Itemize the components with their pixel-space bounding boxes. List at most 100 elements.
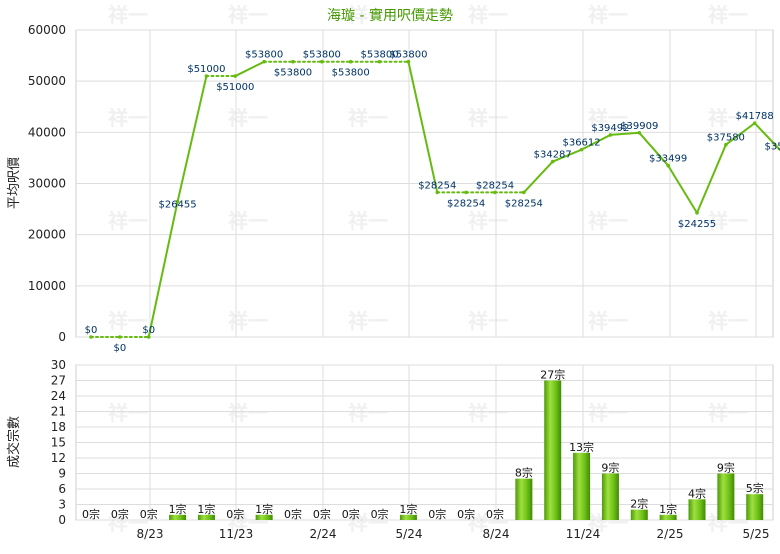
price-line-chart: 0 10000 20000 30000 40000 50000 60000 $0 $0 $0 $26… (28, 23, 780, 354)
price-point (724, 142, 728, 147)
price-point (464, 190, 468, 195)
watermark-text: 祥一 (708, 3, 748, 27)
watermark-text: 祥一 (108, 309, 148, 333)
price-point (752, 121, 757, 125)
bar-y-tick-label: 24 (51, 389, 66, 403)
x-tick-label: 5/25 (743, 527, 770, 541)
watermark-text: 祥一 (708, 401, 748, 425)
price-point (406, 59, 411, 64)
price-line-segment (234, 60, 265, 77)
watermark-text: 祥一 (348, 309, 388, 333)
line-y-tick-label: 40000 (28, 125, 66, 139)
price-point (637, 130, 642, 135)
price-point (493, 190, 497, 195)
transaction-bar (746, 494, 764, 520)
x-tick-label: 2/24 (310, 527, 337, 541)
bar-data-label: 4宗 (688, 486, 706, 500)
x-tick-label: 5/24 (396, 527, 423, 541)
transaction-bar (659, 514, 677, 520)
watermark-text: 祥一 (108, 401, 148, 425)
price-line-segment (696, 144, 727, 214)
price-data-label: $28254 (476, 180, 514, 191)
price-line-segment (176, 75, 208, 202)
transaction-bar (399, 514, 417, 520)
bar-y-tick-label: 3 (58, 498, 66, 512)
bar-data-label: 0宗 (486, 507, 504, 521)
watermark-text: 祥一 (108, 511, 148, 535)
bar-y-tick-label: 21 (51, 405, 66, 419)
x-tick-label: 11/23 (219, 527, 254, 541)
price-point (262, 59, 266, 64)
transaction-bar (255, 514, 273, 520)
watermark-text: 祥一 (588, 209, 628, 233)
bar-data-label: 1宗 (659, 502, 677, 516)
price-line-segment (753, 122, 780, 152)
price-point (146, 335, 151, 339)
bar-y-tick-label: 6 (58, 482, 66, 496)
price-line-segment (638, 132, 669, 167)
price-data-label: $0 (142, 325, 155, 336)
bar-y-tick-label: 18 (51, 420, 66, 434)
watermark-text: 祥一 (468, 401, 508, 425)
watermark-text: 祥一 (228, 401, 268, 425)
bar-y-tick-label: 15 (51, 436, 66, 450)
price-data-label: $53800 (303, 50, 341, 61)
transaction-bar (717, 473, 735, 520)
price-data-label: $24255 (678, 219, 716, 230)
price-point (666, 163, 670, 168)
bar-data-label: 1宗 (169, 502, 187, 516)
price-line-segment (667, 165, 698, 214)
line-y-tick-label: 60000 (28, 23, 66, 37)
transaction-bar (601, 473, 619, 520)
price-point (608, 133, 613, 137)
price-data-label: $51000 (216, 82, 254, 93)
bar-y-tick-label: 9 (58, 467, 66, 481)
watermark-text: 祥一 (708, 309, 748, 333)
bar-y-tick-label: 27 (51, 374, 66, 388)
price-line-segment (407, 61, 439, 193)
price-point (291, 59, 295, 64)
watermark-text: 祥一 (708, 106, 748, 130)
x-tick-label: 2/25 (657, 527, 684, 541)
watermark-text: 祥一 (588, 106, 628, 130)
price-line-segment (581, 134, 611, 151)
watermark-text: 祥一 (588, 3, 628, 27)
bar-data-label: 1宗 (255, 502, 273, 516)
bar-data-label: 0宗 (82, 507, 100, 521)
price-data-label: $39492 (591, 123, 629, 134)
bar-data-label: 27宗 (540, 368, 565, 382)
transaction-bar (573, 452, 591, 520)
transaction-bar (544, 380, 562, 520)
bar-data-label: 9宗 (601, 461, 619, 475)
price-data-label: $26455 (158, 200, 196, 211)
watermark-text: 祥一 (588, 309, 628, 333)
price-line-segment (610, 131, 640, 136)
watermark-text: 祥一 (468, 309, 508, 333)
price-point (377, 59, 382, 64)
bar-data-label: 8宗 (515, 466, 533, 480)
price-data-label: $34287 (534, 150, 572, 161)
bar-chart-y-axis-label: 成交宗數 (6, 416, 22, 468)
x-tick-label: 11/24 (566, 527, 601, 541)
bar-data-label: 0宗 (371, 507, 389, 521)
watermark-text: 祥一 (228, 3, 268, 27)
price-data-label: $37580 (707, 133, 745, 144)
watermark-text: 祥一 (708, 209, 748, 233)
watermark-text: 祥一 (108, 106, 148, 130)
line-y-tick-label: 20000 (28, 228, 66, 242)
price-line-segment (725, 122, 756, 146)
bar-data-label: 9宗 (717, 461, 735, 475)
watermark-text: 祥一 (348, 511, 388, 535)
price-data-label: $39909 (620, 121, 658, 132)
bar-data-label: 0宗 (428, 507, 446, 521)
bar-data-label: 5宗 (746, 481, 764, 495)
price-line-segment (523, 160, 554, 194)
transaction-bar (630, 509, 648, 520)
x-tick-label: 8/24 (483, 527, 510, 541)
bar-data-label: 1宗 (197, 502, 215, 516)
price-point (579, 147, 584, 152)
price-data-label: $53800 (360, 50, 398, 61)
price-line-segment (552, 148, 582, 163)
price-point (435, 190, 440, 195)
